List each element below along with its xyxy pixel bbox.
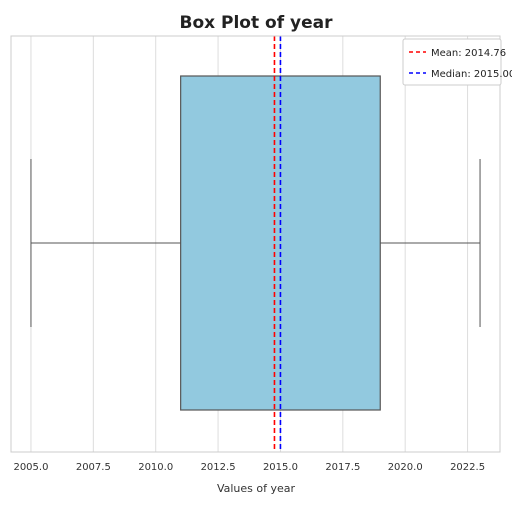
legend: Mean: 2014.76 Median: 2015.00 [402,38,512,86]
legend-median-label: Median: 2015.00 [431,69,512,80]
box-plot [30,75,481,411]
plot-frame [10,35,501,453]
chart-title: Box Plot of year [180,13,334,33]
x-tick-label: 2015.0 [263,462,298,473]
x-tick-label: 2007.5 [76,462,111,473]
x-tick-label: 2005.0 [13,462,48,473]
x-tick-label: 2012.5 [201,462,236,473]
x-tick-label: 2017.5 [325,462,360,473]
x-tick-label: 2020.0 [388,462,423,473]
interquartile-box [180,75,381,411]
x-axis-label: Values of year [217,482,296,495]
legend-mean-label: Mean: 2014.76 [431,48,506,59]
x-tick-label: 2010.0 [138,462,173,473]
x-tick-label: 2022.5 [450,462,485,473]
x-tick-labels: 2005.0 2007.5 2010.0 2012.5 2015.0 2017.5 2020… [13,462,485,473]
legend-box [402,38,502,86]
